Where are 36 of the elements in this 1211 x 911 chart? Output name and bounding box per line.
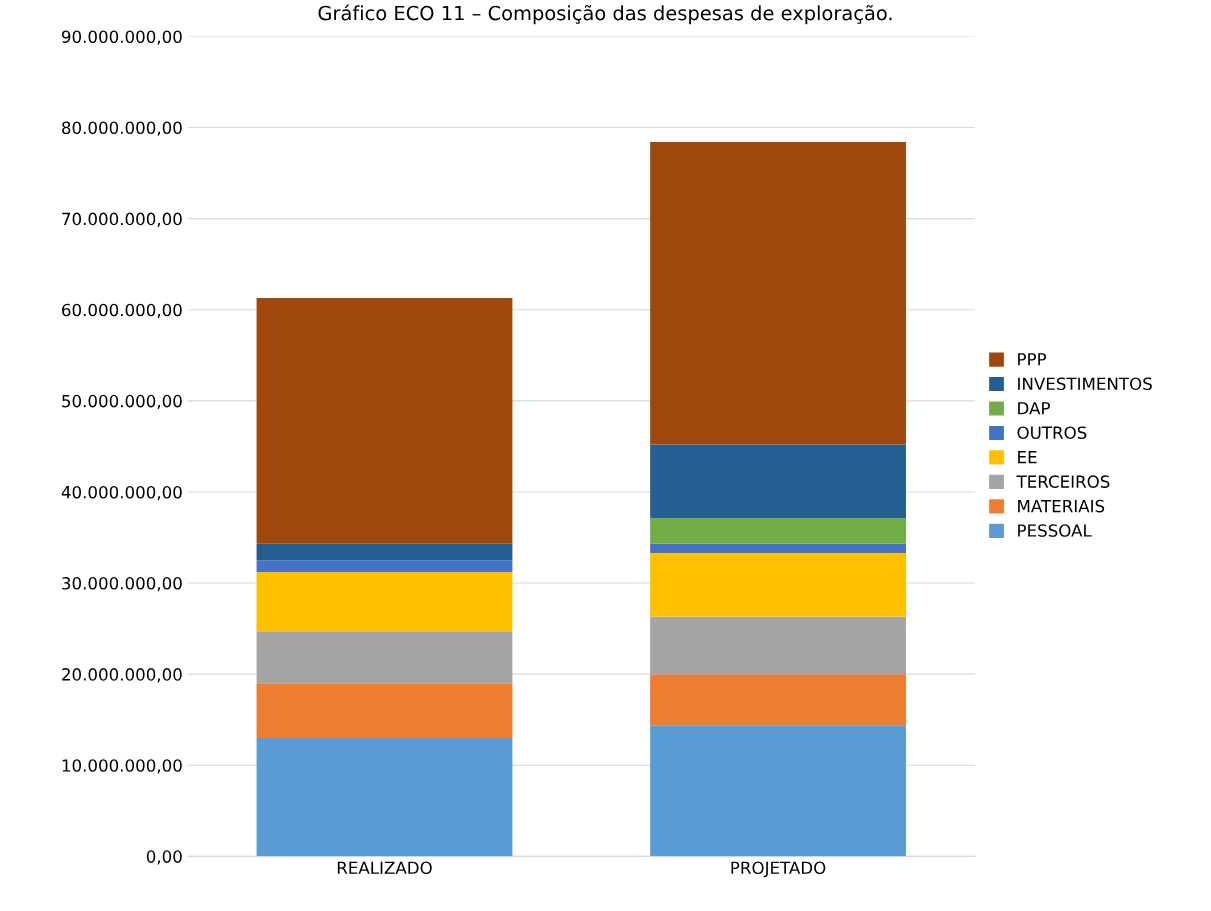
- bar: [650, 142, 906, 445]
- y-tick-label: 60.000.000,00: [62, 303, 182, 319]
- legend-label: PESSOAL: [1018, 524, 1092, 537]
- bar: [650, 674, 906, 726]
- y-tick-label: 20.000.000,00: [62, 668, 182, 683]
- legend-label: TERCEIROS: [1016, 475, 1110, 488]
- y-tick-label: 80.000.000,00: [62, 121, 182, 136]
- bar: [256, 543, 513, 561]
- bar: [256, 560, 513, 573]
- bar: [650, 543, 906, 553]
- x-tick-label: REALIZADO: [337, 861, 432, 875]
- y-tick-label: 70.000.000,00: [62, 212, 182, 227]
- legend-label: INVESTIMENTOS: [1018, 377, 1152, 391]
- bar: [650, 552, 906, 617]
- bar: [650, 444, 906, 519]
- legend-label: MATERIAIS: [1018, 499, 1105, 513]
- bar: [256, 572, 513, 632]
- legend-label: OUTROS: [1017, 426, 1087, 439]
- legend-label: DAP: [1018, 402, 1050, 415]
- legend-label: PPP: [1018, 353, 1047, 366]
- y-tick-label: 10.000.000,00: [62, 759, 182, 774]
- bar: [256, 297, 513, 544]
- bar: [256, 631, 513, 684]
- y-tick-label: 90.000.000,00: [61, 30, 182, 45]
- y-tick-label: 50.000.000,00: [62, 394, 182, 410]
- chart-title: Gráfico ECO 11 – Composição das despesas de exploração.: [318, 4, 892, 25]
- bar: [650, 725, 906, 857]
- bar: [650, 616, 906, 675]
- legend-label: EE: [1018, 451, 1037, 464]
- bar: [650, 518, 906, 544]
- bar: [256, 737, 513, 857]
- y-tick-label: 30.000.000,00: [62, 577, 182, 592]
- x-tick-label: PROJETADO: [731, 861, 826, 878]
- y-tick-label: 40.000.000,00: [61, 485, 182, 501]
- y-tick-label: 0,00: [146, 850, 182, 865]
- bar: [256, 683, 513, 738]
